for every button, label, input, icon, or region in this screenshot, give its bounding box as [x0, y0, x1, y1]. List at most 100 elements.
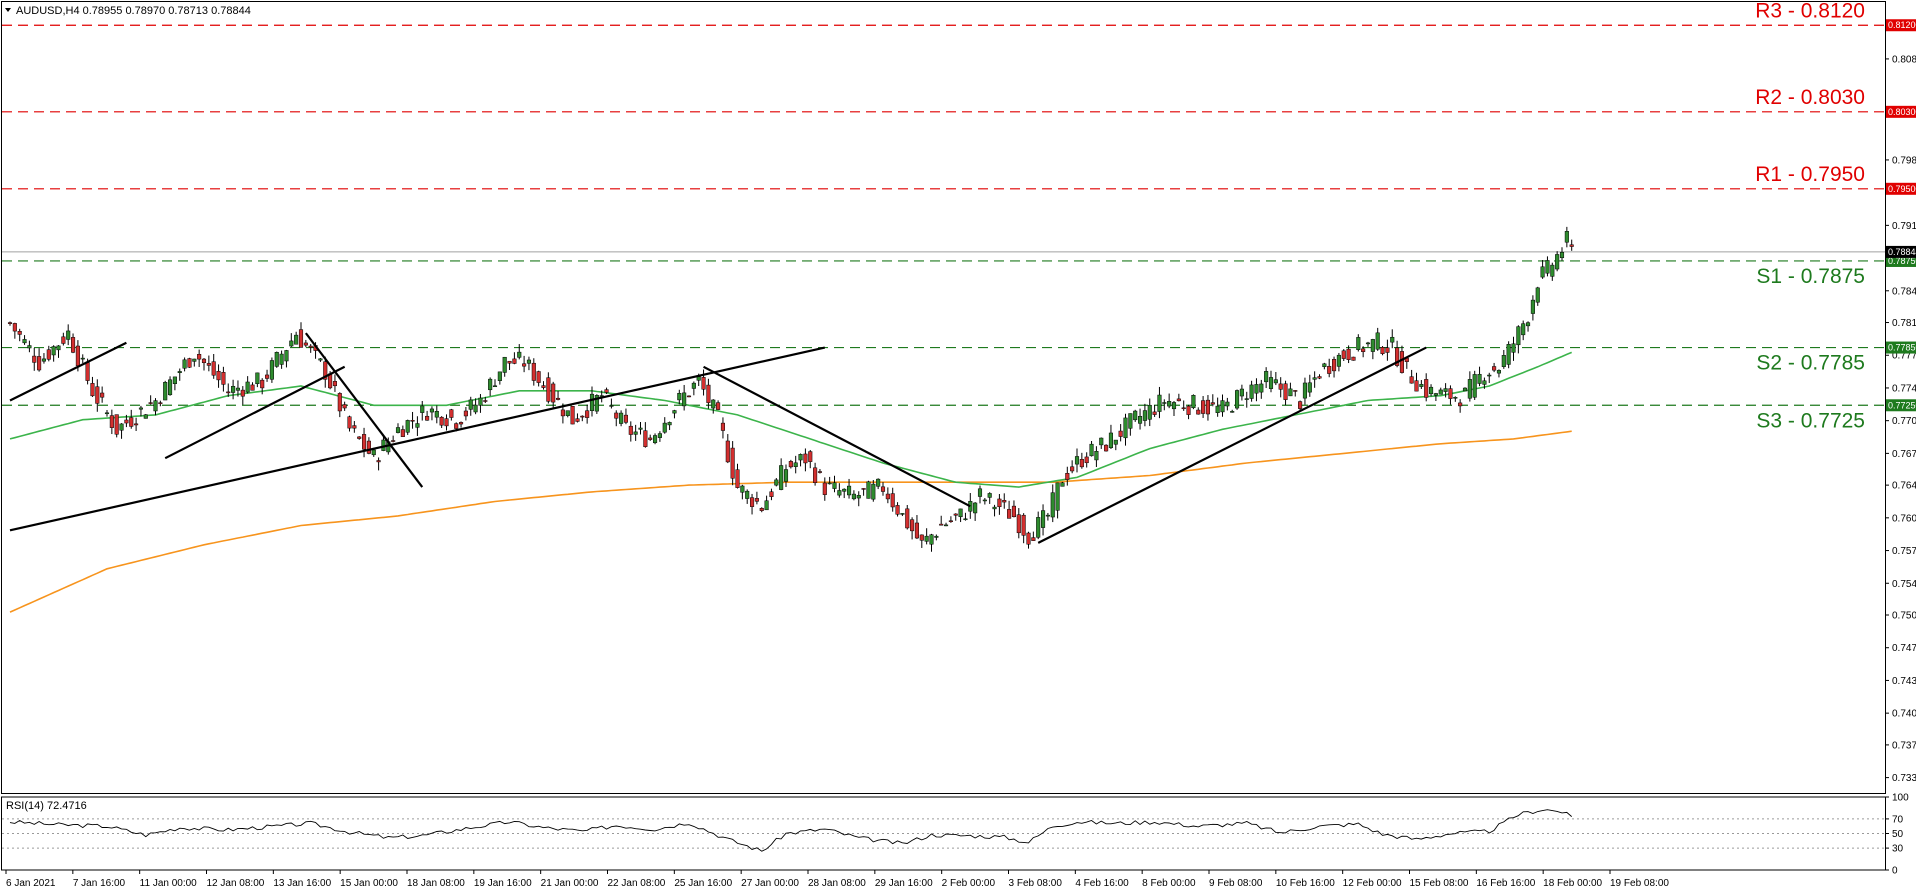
candle-bear — [1084, 456, 1089, 464]
time-tick-label: 3 Feb 08:00 — [1009, 878, 1063, 889]
candle-bear — [1205, 399, 1211, 415]
rsi-line — [9, 809, 1572, 852]
candle-bear — [298, 329, 304, 348]
candle-bear — [1186, 405, 1191, 415]
candle-bull — [192, 358, 197, 362]
candle-bear — [109, 415, 114, 428]
candle-bull — [657, 433, 662, 438]
candle-bear — [910, 519, 915, 532]
candle-bull — [284, 350, 289, 362]
candle-bear — [337, 393, 342, 412]
candle-bull — [1147, 404, 1152, 420]
candle-bull — [1094, 451, 1099, 461]
candle-bear — [1201, 400, 1206, 414]
candle-bear — [720, 422, 726, 431]
candle-bull — [1225, 401, 1230, 407]
candle-bull — [871, 483, 876, 500]
candle-bear — [221, 372, 226, 385]
level-label-r1: R1 - 0.7950 — [1755, 163, 1865, 186]
candle-bull — [1356, 337, 1361, 350]
candle-bull — [1268, 377, 1274, 389]
ma-slow-line — [9, 430, 1572, 613]
candle-bear — [1569, 244, 1574, 247]
candle-bear — [158, 402, 163, 404]
candle-bear — [1070, 466, 1075, 472]
candle-bull — [1438, 389, 1443, 395]
candle-bull — [1526, 322, 1531, 327]
candle-bear — [895, 505, 900, 515]
candle-bull — [1041, 510, 1046, 528]
candle-bull — [1191, 395, 1196, 409]
candle-bull — [1288, 388, 1293, 397]
candle-bear — [410, 420, 415, 422]
price-tick-label: 0.77090 — [1892, 416, 1916, 427]
candle-bull — [1167, 401, 1172, 407]
candle-bear — [95, 386, 100, 404]
candle-bull — [274, 352, 279, 367]
candle-bull — [1264, 371, 1269, 383]
candle-bear — [1210, 402, 1215, 405]
time-tick-label: 7 Jan 16:00 — [73, 878, 126, 889]
candle-bull — [143, 414, 148, 419]
price-tick-label: 0.80850 — [1892, 54, 1916, 65]
candle-bull — [691, 382, 696, 389]
time-tick-label: 10 Feb 16:00 — [1276, 878, 1335, 889]
candle-bull — [1235, 390, 1240, 409]
candle-bear — [788, 461, 793, 468]
candle-bear — [560, 409, 565, 417]
candle-bull — [1302, 382, 1308, 399]
candle-bull — [473, 404, 478, 413]
candle-bull — [1123, 417, 1128, 439]
candle-bull — [653, 435, 658, 444]
candle-bull — [138, 407, 143, 410]
time-tick-label: 25 Jan 16:00 — [674, 878, 732, 889]
time-tick-label: 21 Jan 00:00 — [541, 878, 599, 889]
candle-bull — [1516, 326, 1521, 346]
price-tick-label: 0.73380 — [1892, 773, 1916, 784]
candle-bull — [609, 405, 614, 407]
candle-bull — [395, 427, 401, 433]
candle-bear — [939, 523, 944, 526]
candle-bear — [686, 395, 692, 398]
candle-bear — [1448, 388, 1453, 399]
current-price-tag-text: 0.78844 — [1888, 247, 1916, 257]
candle-bear — [580, 415, 585, 418]
candle-bull — [163, 382, 168, 401]
time-tick-label: 8 Feb 00:00 — [1142, 878, 1196, 889]
candle-bull — [740, 485, 745, 493]
candle-bull — [827, 482, 832, 485]
candle-bear — [623, 414, 629, 423]
candle-bull — [633, 431, 638, 435]
candle-bull — [929, 534, 934, 545]
price-tick-label: 0.76420 — [1892, 481, 1916, 492]
candle-bull — [842, 488, 847, 492]
price-tick-label: 0.75400 — [1892, 579, 1916, 590]
candle-bull — [1230, 411, 1235, 413]
candles-group — [7, 226, 1574, 552]
candle-bear — [1327, 366, 1332, 374]
candle-bear — [1079, 459, 1084, 468]
candle-bull — [963, 518, 968, 521]
candle-bear — [187, 358, 192, 368]
candle-bear — [90, 383, 95, 397]
rsi-tick-label: 30 — [1892, 844, 1904, 855]
candle-bear — [216, 370, 221, 381]
candle-bull — [1336, 354, 1341, 367]
candle-bear — [507, 360, 512, 364]
candle-bear — [342, 404, 347, 409]
trendline-4 — [9, 346, 826, 532]
candle-bull — [638, 427, 643, 430]
time-tick-label: 15 Feb 08:00 — [1410, 878, 1469, 889]
candle-bull — [856, 495, 861, 499]
level-label-r3: R3 - 0.8120 — [1755, 0, 1865, 22]
candle-bull — [405, 420, 410, 433]
candle-bull — [837, 490, 842, 496]
candle-bear — [352, 425, 357, 429]
candle-bear — [813, 467, 818, 483]
time-tick-label: 15 Jan 00:00 — [340, 878, 398, 889]
candle-bear — [754, 498, 759, 502]
candle-bull — [434, 411, 439, 418]
candle-bear — [1065, 473, 1070, 480]
